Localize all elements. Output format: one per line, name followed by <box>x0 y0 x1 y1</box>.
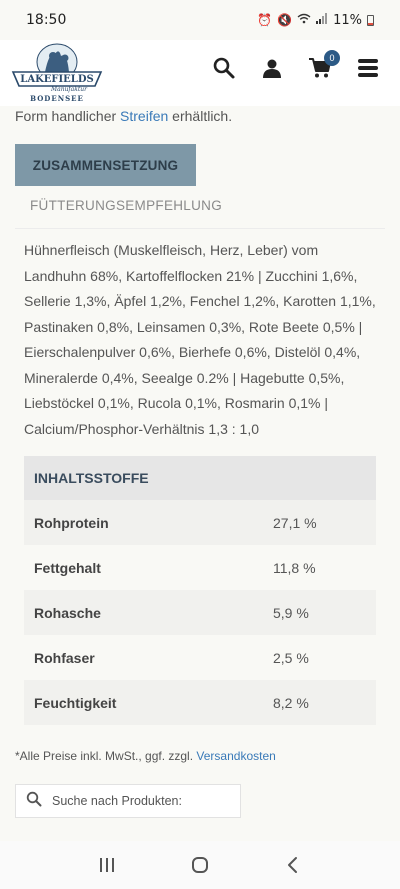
alarm-icon: ⏰ <box>257 13 273 27</box>
streifen-link[interactable]: Streifen <box>120 108 169 124</box>
cart-count-badge: 0 <box>324 50 340 66</box>
row-label: Fettgehalt <box>34 559 101 576</box>
status-time: 18:50 <box>26 12 67 28</box>
price-footnote: *Alle Preise inkl. MwSt., ggf. zzgl. Ver… <box>15 749 276 763</box>
tab-divider <box>15 228 385 229</box>
table-heading: INHALTSSTOFFE <box>24 456 376 500</box>
search-icon <box>26 791 42 812</box>
row-value: 2,5 % <box>273 649 309 666</box>
menu-icon[interactable] <box>356 56 380 80</box>
system-nav-bar <box>0 841 400 889</box>
search-icon[interactable] <box>212 56 236 80</box>
battery-icon <box>367 14 374 26</box>
status-bar: 18:50 ⏰ 🔇 11% <box>0 0 400 40</box>
row-value: 27,1 % <box>273 514 317 531</box>
row-label: Feuchtigkeit <box>34 694 117 711</box>
table-body: Rohprotein 27,1 % Fettgehalt 11,8 % Roha… <box>24 500 376 725</box>
table-row: Rohasche 5,9 % <box>24 590 376 635</box>
inhaltsstoffe-table: INHALTSSTOFFE Rohprotein 27,1 % Fettgeha… <box>24 456 376 725</box>
cart-icon[interactable]: 0 <box>308 50 340 80</box>
row-label: Rohfaser <box>34 649 95 666</box>
status-icons: ⏰ 🔇 11% <box>257 13 374 28</box>
table-row: Feuchtigkeit 8,2 % <box>24 680 376 725</box>
header-actions: 0 <box>212 50 380 80</box>
intro-text: Form handlicher Streifen erhältlich. <box>15 108 233 124</box>
battery-percent: 11% <box>333 12 362 28</box>
row-label: Rohprotein <box>34 514 109 531</box>
composition-text: Hühnerfleisch (Muskelfleisch, Herz, Lebe… <box>24 242 376 437</box>
table-row: Fettgehalt 11,8 % <box>24 545 376 590</box>
product-search <box>15 784 241 818</box>
row-value: 5,9 % <box>273 604 309 621</box>
recents-icon[interactable] <box>87 850 127 880</box>
user-icon[interactable] <box>260 56 284 80</box>
signal-icon <box>316 13 328 27</box>
row-label: Rohasche <box>34 604 101 621</box>
wifi-icon <box>297 13 311 27</box>
site-header: LAKEFIELDS Manufaktur BODENSEE 0 <box>0 40 400 106</box>
logo-text: BODENSEE <box>30 94 84 103</box>
back-icon[interactable] <box>273 850 313 880</box>
row-value: 8,2 % <box>273 694 309 711</box>
logo-emblem: LAKEFIELDS Manufaktur <box>11 43 103 93</box>
tab-fuetterungsempfehlung[interactable]: FÜTTERUNGSEMPFEHLUNG <box>30 198 223 213</box>
home-icon[interactable] <box>180 850 220 880</box>
logo-brand: LAKEFIELDS <box>20 74 93 85</box>
logo[interactable]: LAKEFIELDS Manufaktur BODENSEE <box>9 42 105 104</box>
table-row: Rohfaser 2,5 % <box>24 635 376 680</box>
table-row: Rohprotein 27,1 % <box>24 500 376 545</box>
versandkosten-link[interactable]: Versandkosten <box>196 749 276 763</box>
search-input[interactable] <box>52 794 232 808</box>
logo-sub: Manufaktur <box>50 86 88 93</box>
tab-zusammensetzung[interactable]: ZUSAMMENSETZUNG <box>15 144 196 186</box>
row-value: 11,8 % <box>273 559 316 576</box>
mute-icon: 🔇 <box>277 13 293 27</box>
